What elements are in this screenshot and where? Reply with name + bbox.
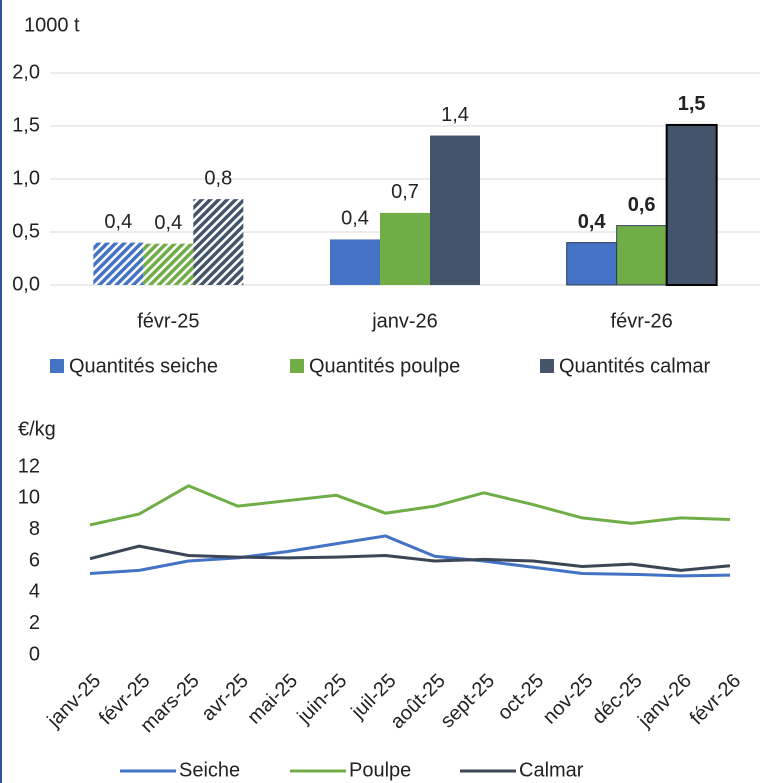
legend-swatch xyxy=(290,359,304,373)
legend-swatch xyxy=(540,359,554,373)
value-label: 0,8 xyxy=(204,167,232,189)
y-tick-label: 6 xyxy=(29,549,40,571)
bar xyxy=(566,242,618,286)
legend-label: Quantités calmar xyxy=(559,355,711,377)
value-label: 0,4 xyxy=(154,212,182,234)
legend-label: Quantités seiche xyxy=(69,355,218,377)
y-tick-label: 4 xyxy=(29,581,40,603)
x-tick-label: févr-26 xyxy=(611,310,673,332)
y-tick-label: 1,0 xyxy=(12,167,40,189)
bar xyxy=(380,212,430,285)
bar xyxy=(616,225,668,286)
y-tick-label: 2,0 xyxy=(12,61,40,83)
y-tick-label: 0,0 xyxy=(12,273,40,295)
value-label: 0,4 xyxy=(104,211,132,233)
value-label: 1,5 xyxy=(678,93,706,115)
y-tick-label: 12 xyxy=(18,455,40,477)
x-tick-label: sept-25 xyxy=(436,670,499,733)
y-axis-label: €/kg xyxy=(18,418,56,440)
legend-label: Quantités poulpe xyxy=(309,355,460,377)
value-label: 0,6 xyxy=(628,194,656,216)
legend-label: Seiche xyxy=(179,759,240,781)
x-tick-label: juin-25 xyxy=(293,670,352,729)
legend-swatch xyxy=(50,359,64,373)
line-series xyxy=(89,544,731,572)
x-tick-label: févr-25 xyxy=(137,310,199,332)
y-tick-label: 10 xyxy=(18,487,40,509)
value-label: 0,4 xyxy=(341,208,369,230)
y-tick-label: 8 xyxy=(29,518,40,540)
x-tick-label: mai-25 xyxy=(243,670,302,729)
x-tick-label: août-25 xyxy=(386,670,450,734)
x-tick-label: janv-25 xyxy=(43,670,106,733)
bar xyxy=(143,243,194,285)
x-tick-label: avr-25 xyxy=(197,670,253,726)
y-tick-label: 1,5 xyxy=(12,114,40,136)
bar xyxy=(430,135,480,285)
line-series xyxy=(89,484,731,527)
line-series xyxy=(89,534,731,578)
bar xyxy=(93,242,144,285)
x-tick-label: févr-26 xyxy=(686,670,746,730)
legend-label: Calmar xyxy=(519,759,584,781)
y-tick-label: 2 xyxy=(29,612,40,634)
x-tick-label: nov-25 xyxy=(539,670,598,729)
value-label: 0,7 xyxy=(391,181,419,203)
value-label: 1,4 xyxy=(441,104,469,126)
x-tick-label: oct-25 xyxy=(493,670,548,725)
y-axis-label: 1000 t xyxy=(24,14,80,36)
x-tick-label: janv-26 xyxy=(371,310,438,332)
bar xyxy=(193,199,244,285)
bar xyxy=(665,123,718,286)
legend-label: Poulpe xyxy=(349,759,411,781)
bar xyxy=(330,239,380,285)
value-label: 0,4 xyxy=(578,211,607,233)
x-tick-label: janv-26 xyxy=(633,670,696,733)
left-border xyxy=(0,0,2,783)
y-tick-label: 0 xyxy=(29,643,40,665)
y-tick-label: 0,5 xyxy=(12,220,40,242)
